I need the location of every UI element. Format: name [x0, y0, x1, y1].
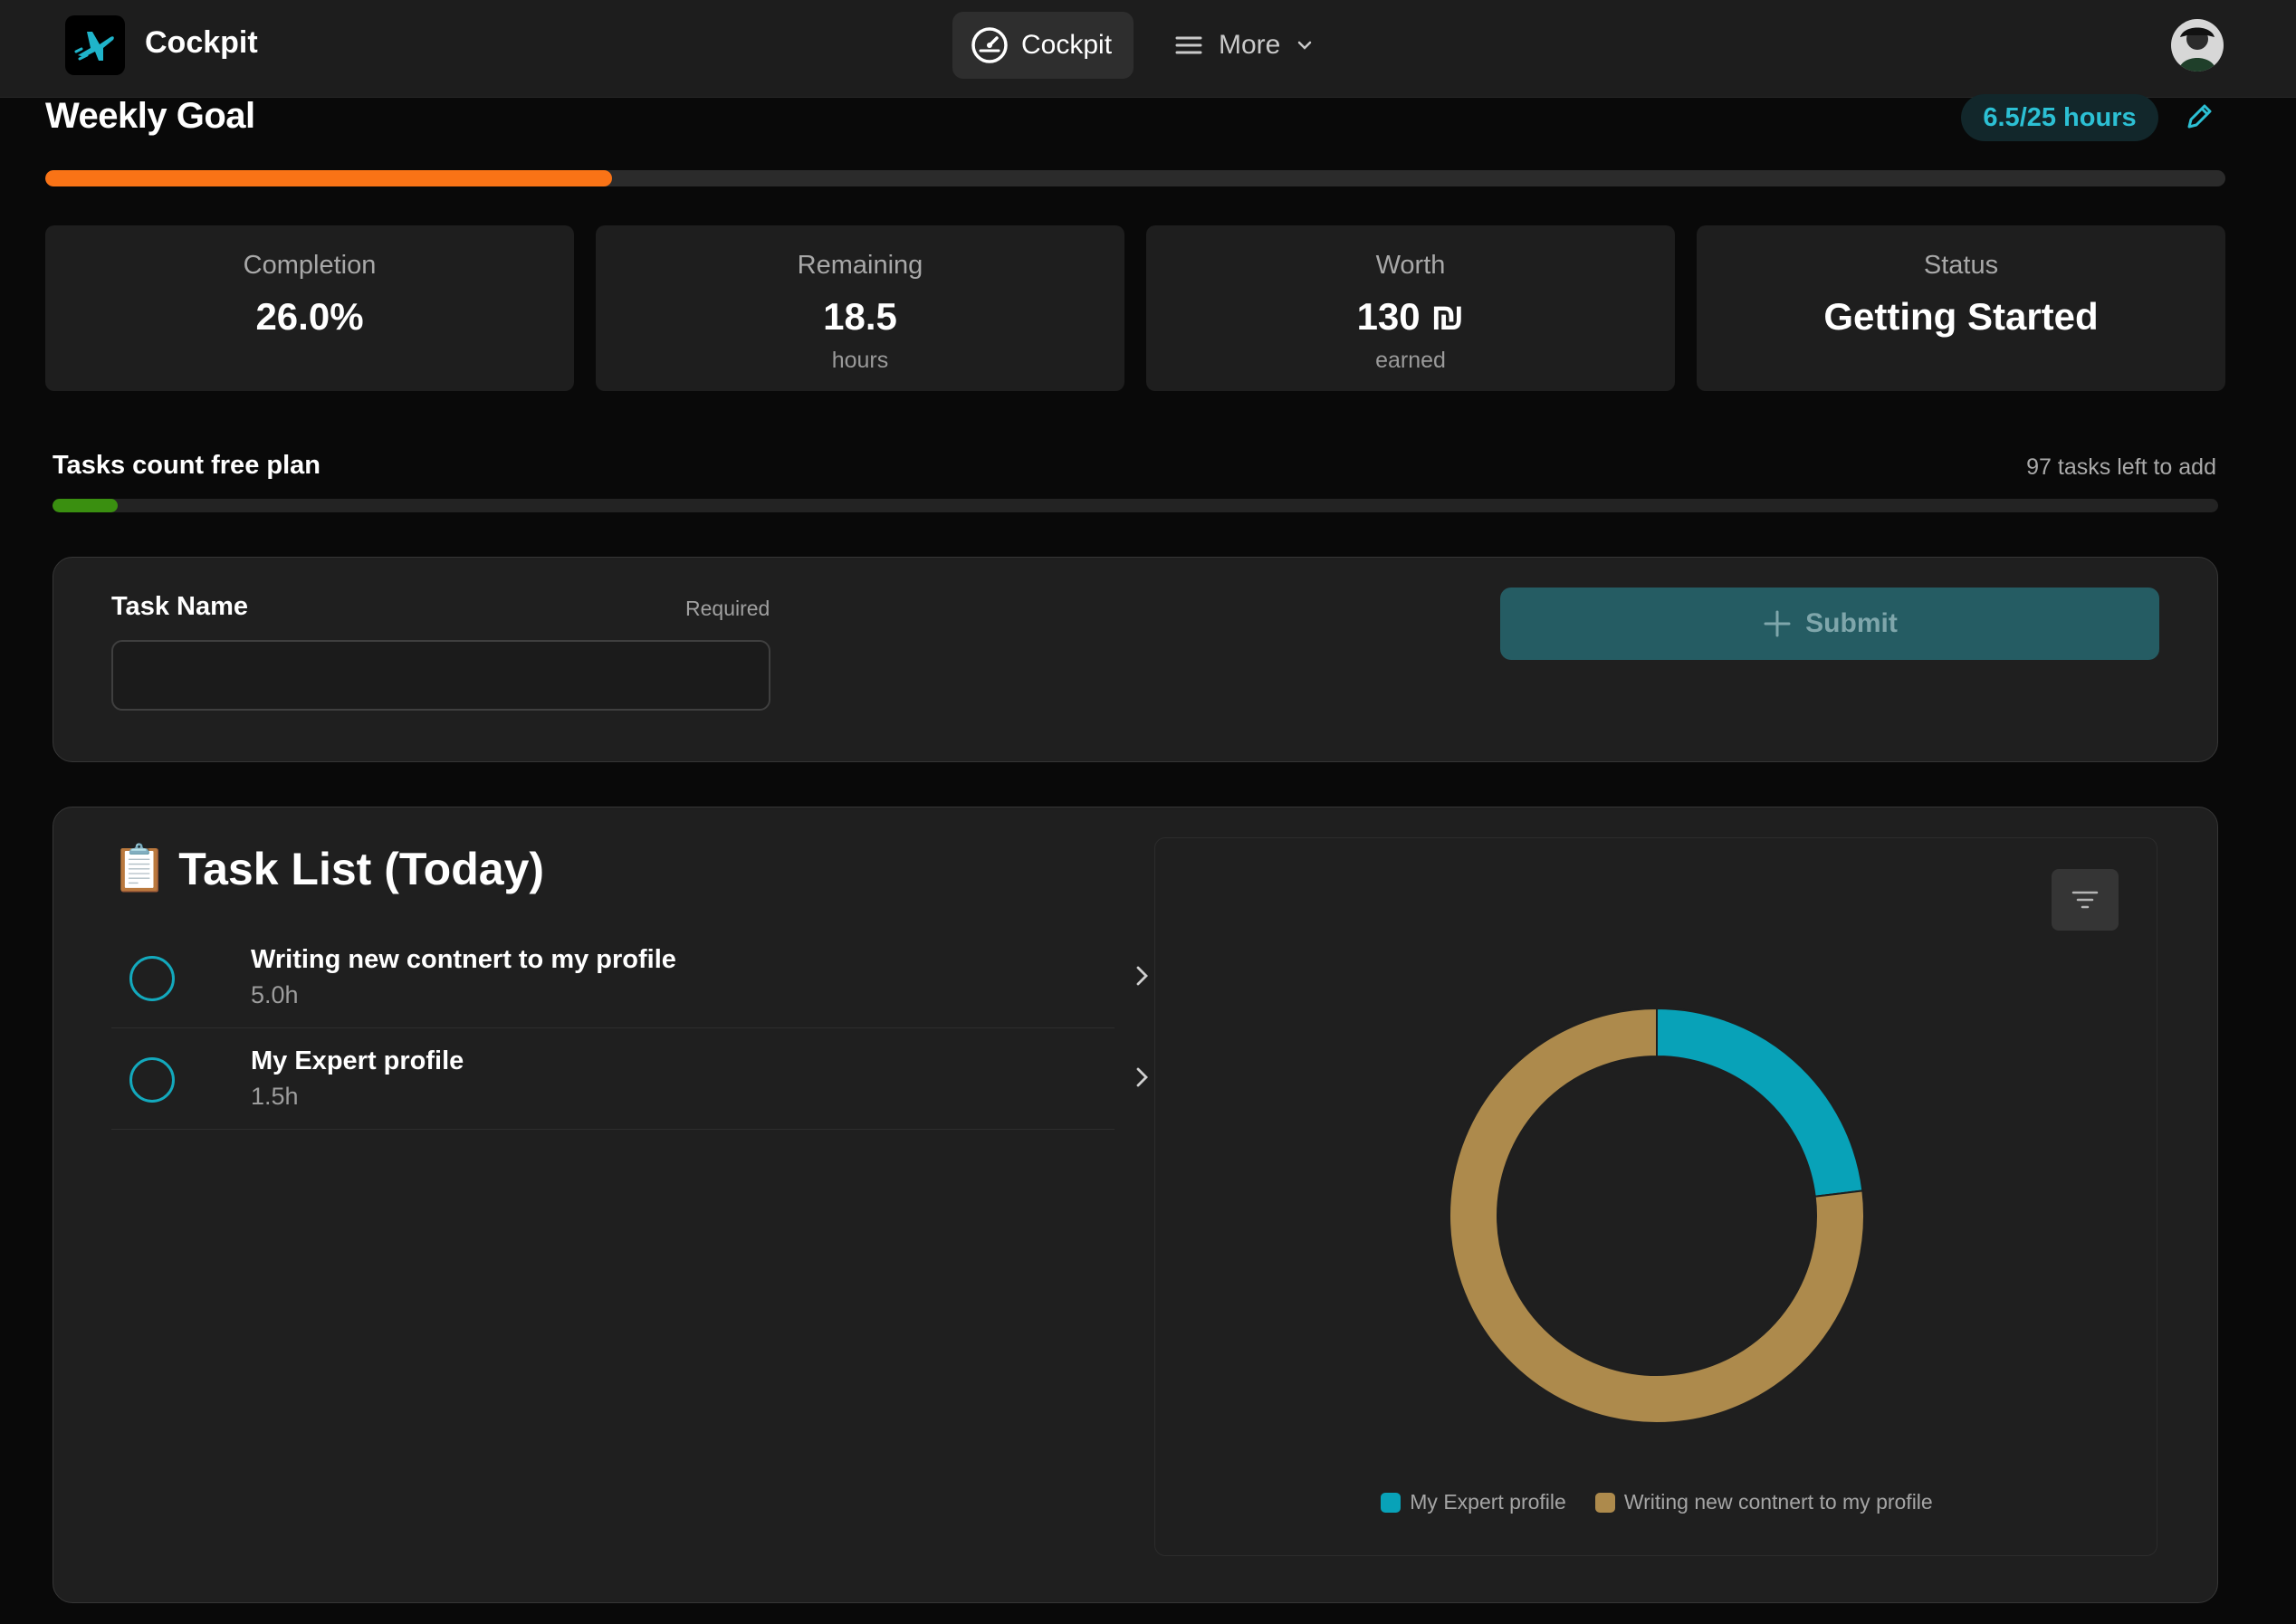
- edit-goal-button[interactable]: [2182, 100, 2216, 134]
- nav-more-label: More: [1219, 30, 1281, 60]
- stat-label: Remaining: [797, 251, 923, 280]
- menu-icon: [1175, 36, 1202, 54]
- task-name-label: Task Name: [111, 592, 248, 621]
- pencil-icon: [2187, 104, 2212, 129]
- stat-card-completion: Completion 26.0%: [45, 225, 574, 391]
- donut-slice-writing-new-contnert-to-my-profile[interactable]: [1449, 1007, 1865, 1424]
- task-name: My Expert profile: [251, 1046, 464, 1075]
- stat-value: 130 ₪: [1356, 295, 1465, 338]
- task-name-input[interactable]: [111, 640, 770, 711]
- tasks-left-text: 97 tasks left to add: [2026, 454, 2216, 480]
- legend-label: My Expert profile: [1410, 1490, 1566, 1514]
- stat-card-status: Status Getting Started: [1697, 225, 2225, 391]
- submit-label: Submit: [1805, 608, 1898, 638]
- donut-chart: [1449, 1007, 1865, 1424]
- task-hours: 1.5h: [251, 1083, 299, 1110]
- nav-cockpit-label: Cockpit: [1021, 30, 1113, 60]
- stat-value: 18.5: [823, 295, 897, 338]
- filter-icon: [2071, 891, 2099, 909]
- app-logo[interactable]: [65, 15, 125, 75]
- task-row[interactable]: My Expert profile 1.5h: [111, 1028, 1148, 1130]
- required-hint: Required: [685, 597, 770, 620]
- stat-value: 26.0%: [255, 295, 364, 338]
- top-bar: Cockpit Cockpit More: [0, 0, 2296, 98]
- clipboard-icon: 📋: [111, 843, 168, 893]
- task-name: Writing new contnert to my profile: [251, 945, 676, 974]
- legend-item[interactable]: Writing new contnert to my profile: [1594, 1490, 1933, 1514]
- stat-card-worth: Worth 130 ₪ earned: [1146, 225, 1675, 391]
- task-complete-checkbox[interactable]: [129, 956, 175, 1001]
- legend-label: Writing new contnert to my profile: [1623, 1490, 1933, 1514]
- weekly-goal-hours-badge: 6.5/25 hours: [1961, 94, 2158, 141]
- task-list-panel: 📋 Task List (Today) Writing new contnert…: [53, 807, 2218, 1603]
- plane-icon: [74, 32, 114, 61]
- tasks-count-title: Tasks count free plan: [53, 451, 320, 480]
- stat-label: Status: [1923, 251, 1999, 280]
- stat-value: Getting Started: [1823, 295, 2099, 338]
- legend-item[interactable]: My Expert profile: [1381, 1490, 1566, 1514]
- user-avatar[interactable]: [2171, 19, 2224, 72]
- task-hours-chart: My Expert profile Writing new contnert to…: [1154, 837, 2157, 1556]
- stat-sub: earned: [1375, 348, 1446, 373]
- task-list-title: 📋 Task List (Today): [111, 842, 544, 895]
- plus-icon: [1764, 610, 1791, 637]
- legend-swatch: [1594, 1492, 1615, 1513]
- stat-sub: hours: [831, 348, 889, 373]
- legend-swatch: [1381, 1492, 1402, 1513]
- weekly-goal-progress-fill: [45, 170, 613, 186]
- task-complete-checkbox[interactable]: [129, 1057, 175, 1103]
- tasks-count-progress-bar: [53, 499, 2218, 512]
- tasks-count-progress-fill: [53, 499, 118, 512]
- nav-cockpit-button[interactable]: Cockpit: [952, 12, 1134, 79]
- add-task-form: Task Name Required Submit: [53, 557, 2218, 762]
- speedometer-icon: [971, 27, 1008, 63]
- donut-slice-my-expert-profile[interactable]: [1656, 1007, 1864, 1198]
- weekly-goal-progress-bar: [45, 170, 2225, 186]
- nav-more-menu[interactable]: More: [1173, 12, 1315, 79]
- task-list-title-text: Task List (Today): [178, 843, 545, 894]
- weekly-goal-title: Weekly Goal: [45, 96, 255, 136]
- submit-button[interactable]: Submit: [1500, 588, 2159, 660]
- app-name: Cockpit: [145, 25, 258, 60]
- chart-legend: My Expert profile Writing new contnert to…: [1155, 1490, 2158, 1514]
- chevron-right-icon[interactable]: [1127, 1063, 1156, 1092]
- chevron-down-icon: [1298, 41, 1312, 50]
- stat-label: Worth: [1375, 251, 1446, 280]
- chart-filter-button[interactable]: [2052, 869, 2119, 931]
- stat-label: Completion: [243, 251, 377, 280]
- chevron-right-icon[interactable]: [1127, 961, 1156, 990]
- task-row[interactable]: Writing new contnert to my profile 5.0h: [111, 927, 1148, 1028]
- task-hours: 5.0h: [251, 981, 299, 1008]
- stat-card-remaining: Remaining 18.5 hours: [596, 225, 1124, 391]
